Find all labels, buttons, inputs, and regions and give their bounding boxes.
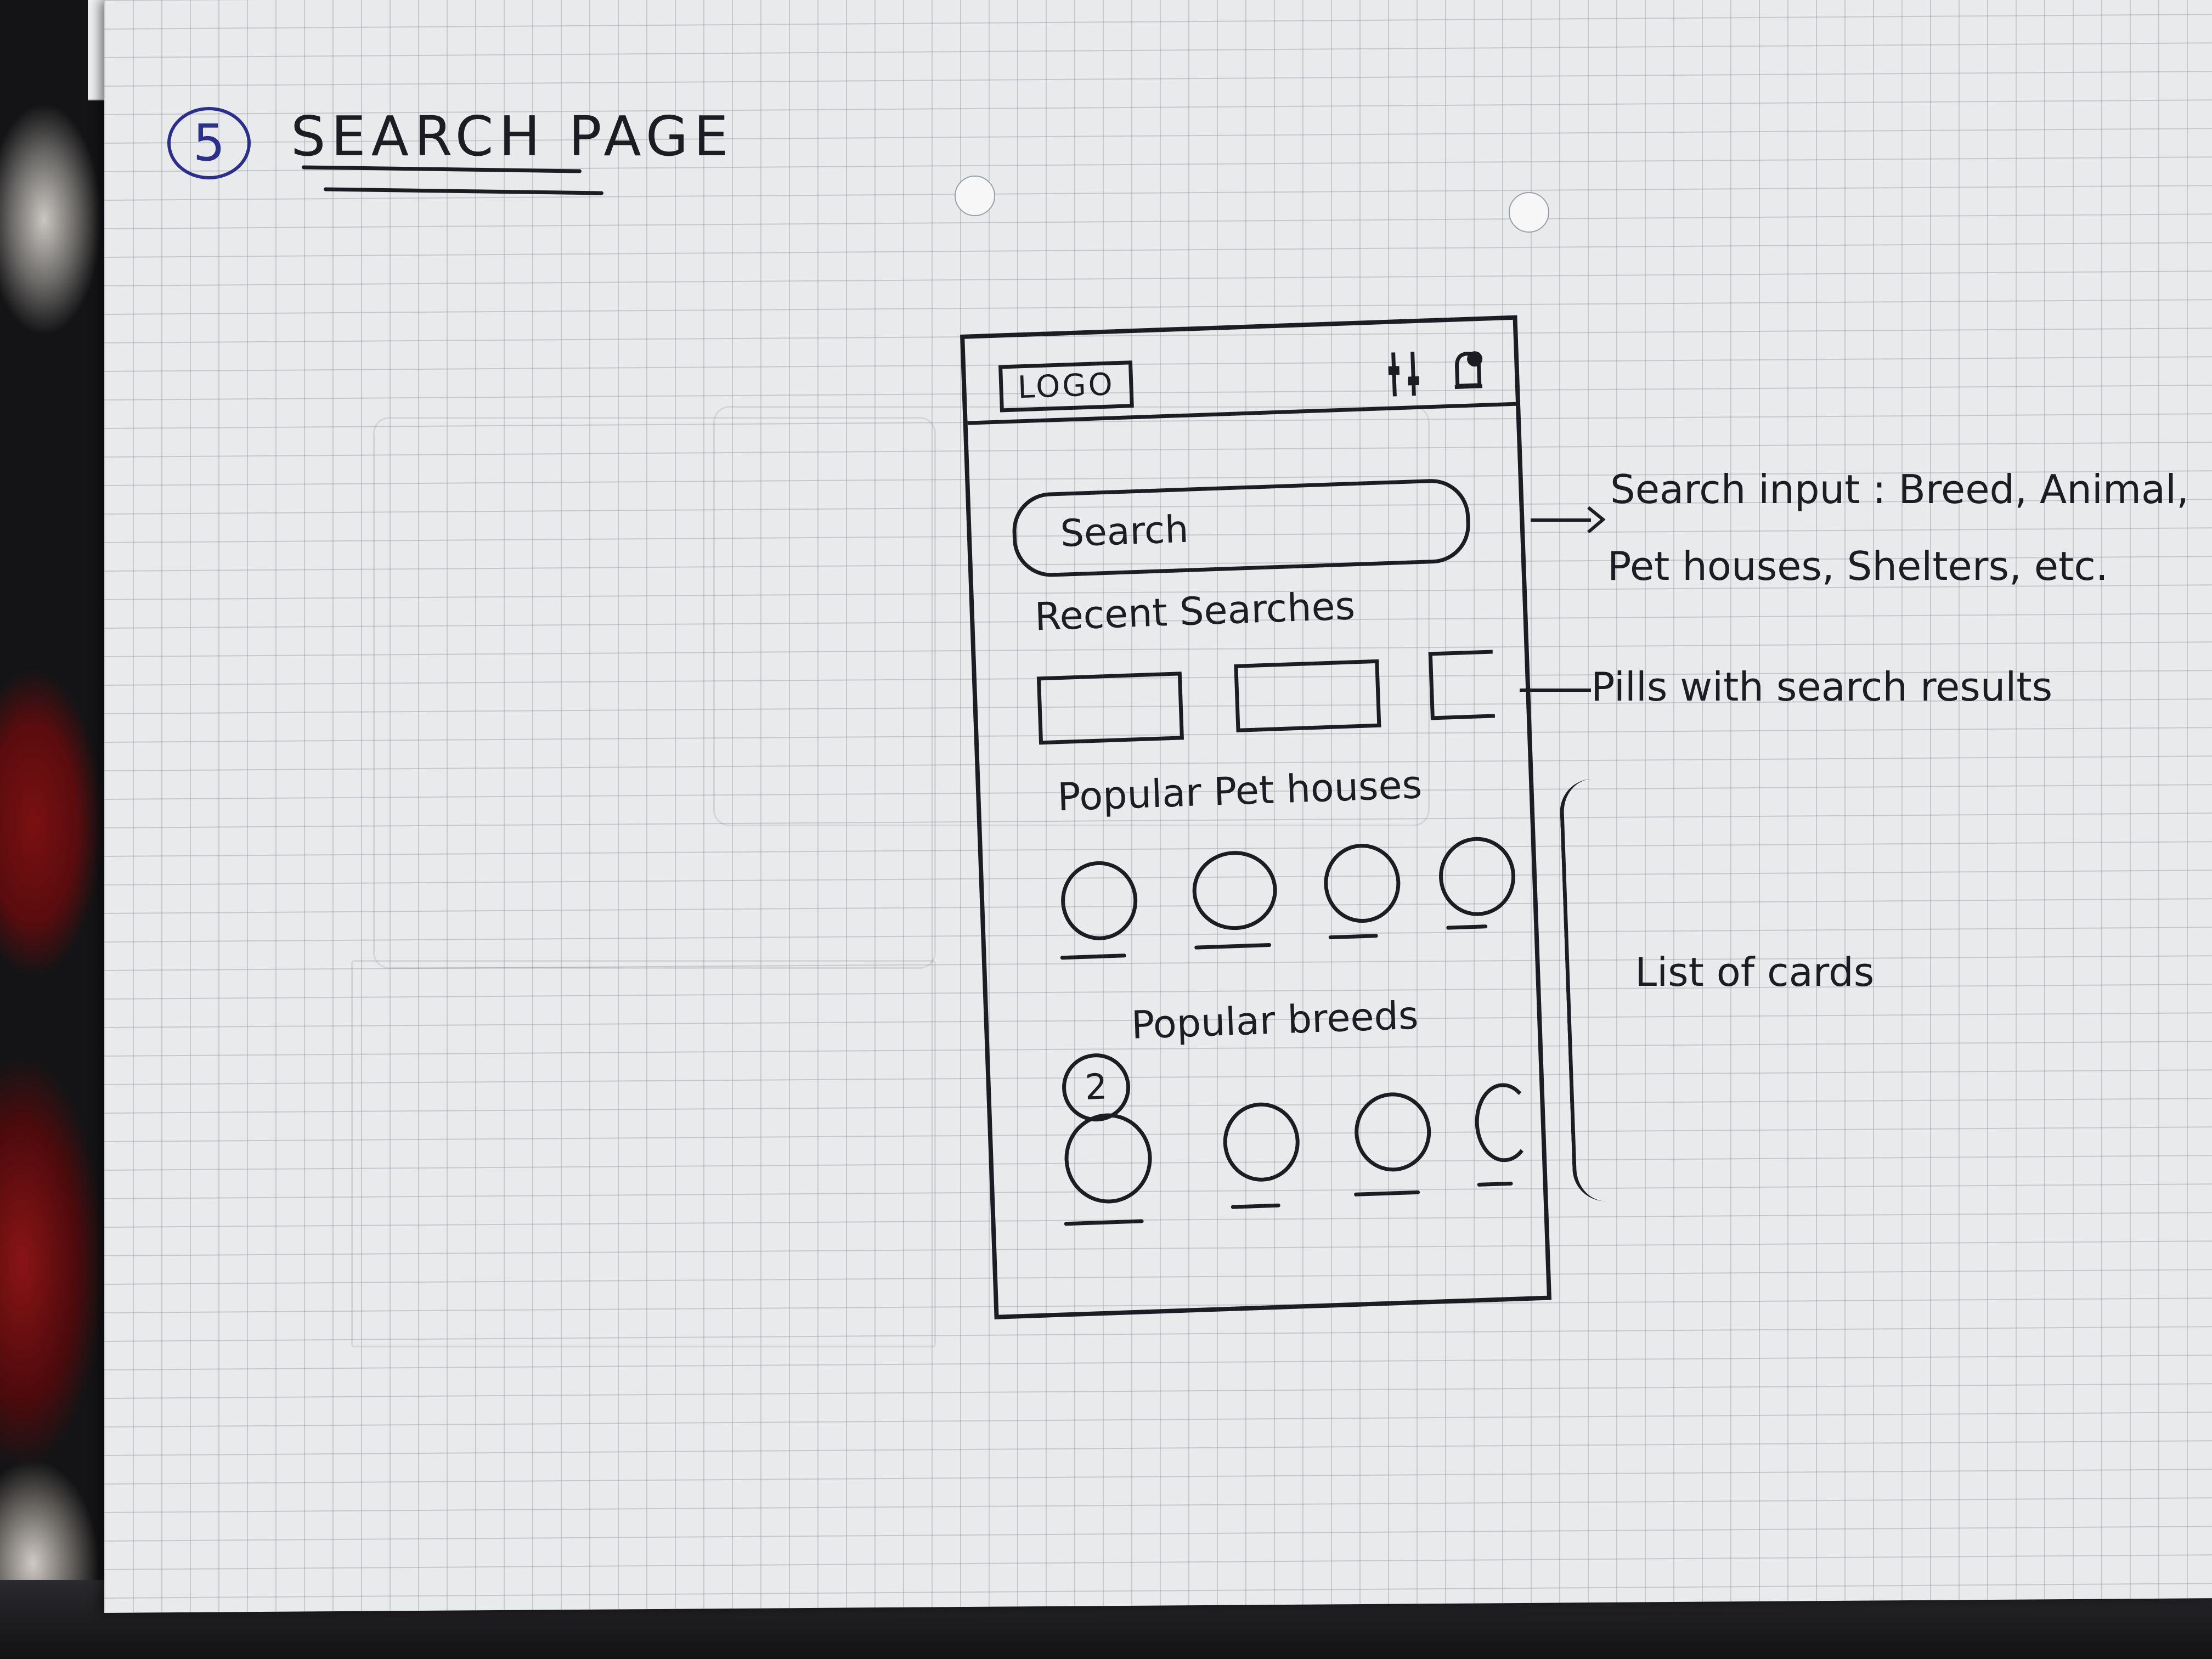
phone-wireframe: LOGO Search Recent Searches Popular Pet … — [960, 315, 1552, 1319]
pet-house-card-label — [1060, 953, 1126, 960]
search-input[interactable]: Search — [1011, 477, 1472, 578]
pet-house-card[interactable] — [1437, 836, 1517, 918]
pills-note-line — [1520, 689, 1591, 692]
search-note-line1: Search input : Breed, Animal, — [1610, 466, 2190, 512]
search-placeholder: Search — [1059, 507, 1189, 556]
breed-card-label — [1231, 1203, 1280, 1209]
pet-house-card-label — [1194, 943, 1272, 950]
recent-search-pill[interactable] — [1428, 650, 1495, 720]
header-icons — [1385, 343, 1488, 399]
binder-hole-right — [1509, 192, 1549, 233]
pet-house-card[interactable] — [1191, 849, 1279, 932]
pet-house-card-label — [1446, 924, 1488, 930]
step-number-badge: 5 — [167, 107, 251, 179]
breed-card-label — [1477, 1181, 1513, 1187]
pills-note: Pills with search results — [1591, 664, 2053, 710]
pet-house-card-label — [1328, 934, 1378, 940]
breed-card-label — [1064, 1219, 1144, 1226]
page-title: SEARCH PAGE — [291, 104, 734, 168]
pet-house-card[interactable] — [1059, 860, 1139, 942]
bell-icon[interactable] — [1448, 347, 1488, 397]
search-note-line2: Pet houses, Shelters, etc. — [1607, 543, 2108, 589]
recent-search-pill[interactable] — [1036, 672, 1184, 745]
recent-search-pill[interactable] — [1234, 659, 1381, 732]
app-header: LOGO — [964, 319, 1516, 425]
breed-card[interactable] — [1063, 1111, 1154, 1205]
breed-card[interactable] — [1474, 1082, 1534, 1164]
annotation-badge: 2 — [1060, 1052, 1132, 1123]
breed-card[interactable] — [1222, 1101, 1301, 1183]
pet-house-card[interactable] — [1322, 842, 1402, 924]
search-note-arrow — [1531, 518, 1591, 522]
ghost-sketch-lower — [351, 960, 936, 1347]
popular-pet-houses-label: Popular Pet houses — [1057, 762, 1423, 820]
logo[interactable]: LOGO — [998, 360, 1134, 413]
recent-searches-label: Recent Searches — [1034, 583, 1356, 640]
breed-card-label — [1354, 1190, 1420, 1197]
binder-hole-left — [955, 176, 995, 216]
breed-card[interactable] — [1353, 1091, 1432, 1173]
ghost-sketch-frame — [373, 417, 936, 969]
arrow-head-icon — [1587, 506, 1606, 534]
sliders-icon[interactable] — [1385, 349, 1425, 399]
cards-note: List of cards — [1635, 949, 1875, 995]
ghost-sketch-card — [713, 406, 1430, 826]
popular-breeds-label: Popular breeds — [1130, 992, 1419, 1048]
